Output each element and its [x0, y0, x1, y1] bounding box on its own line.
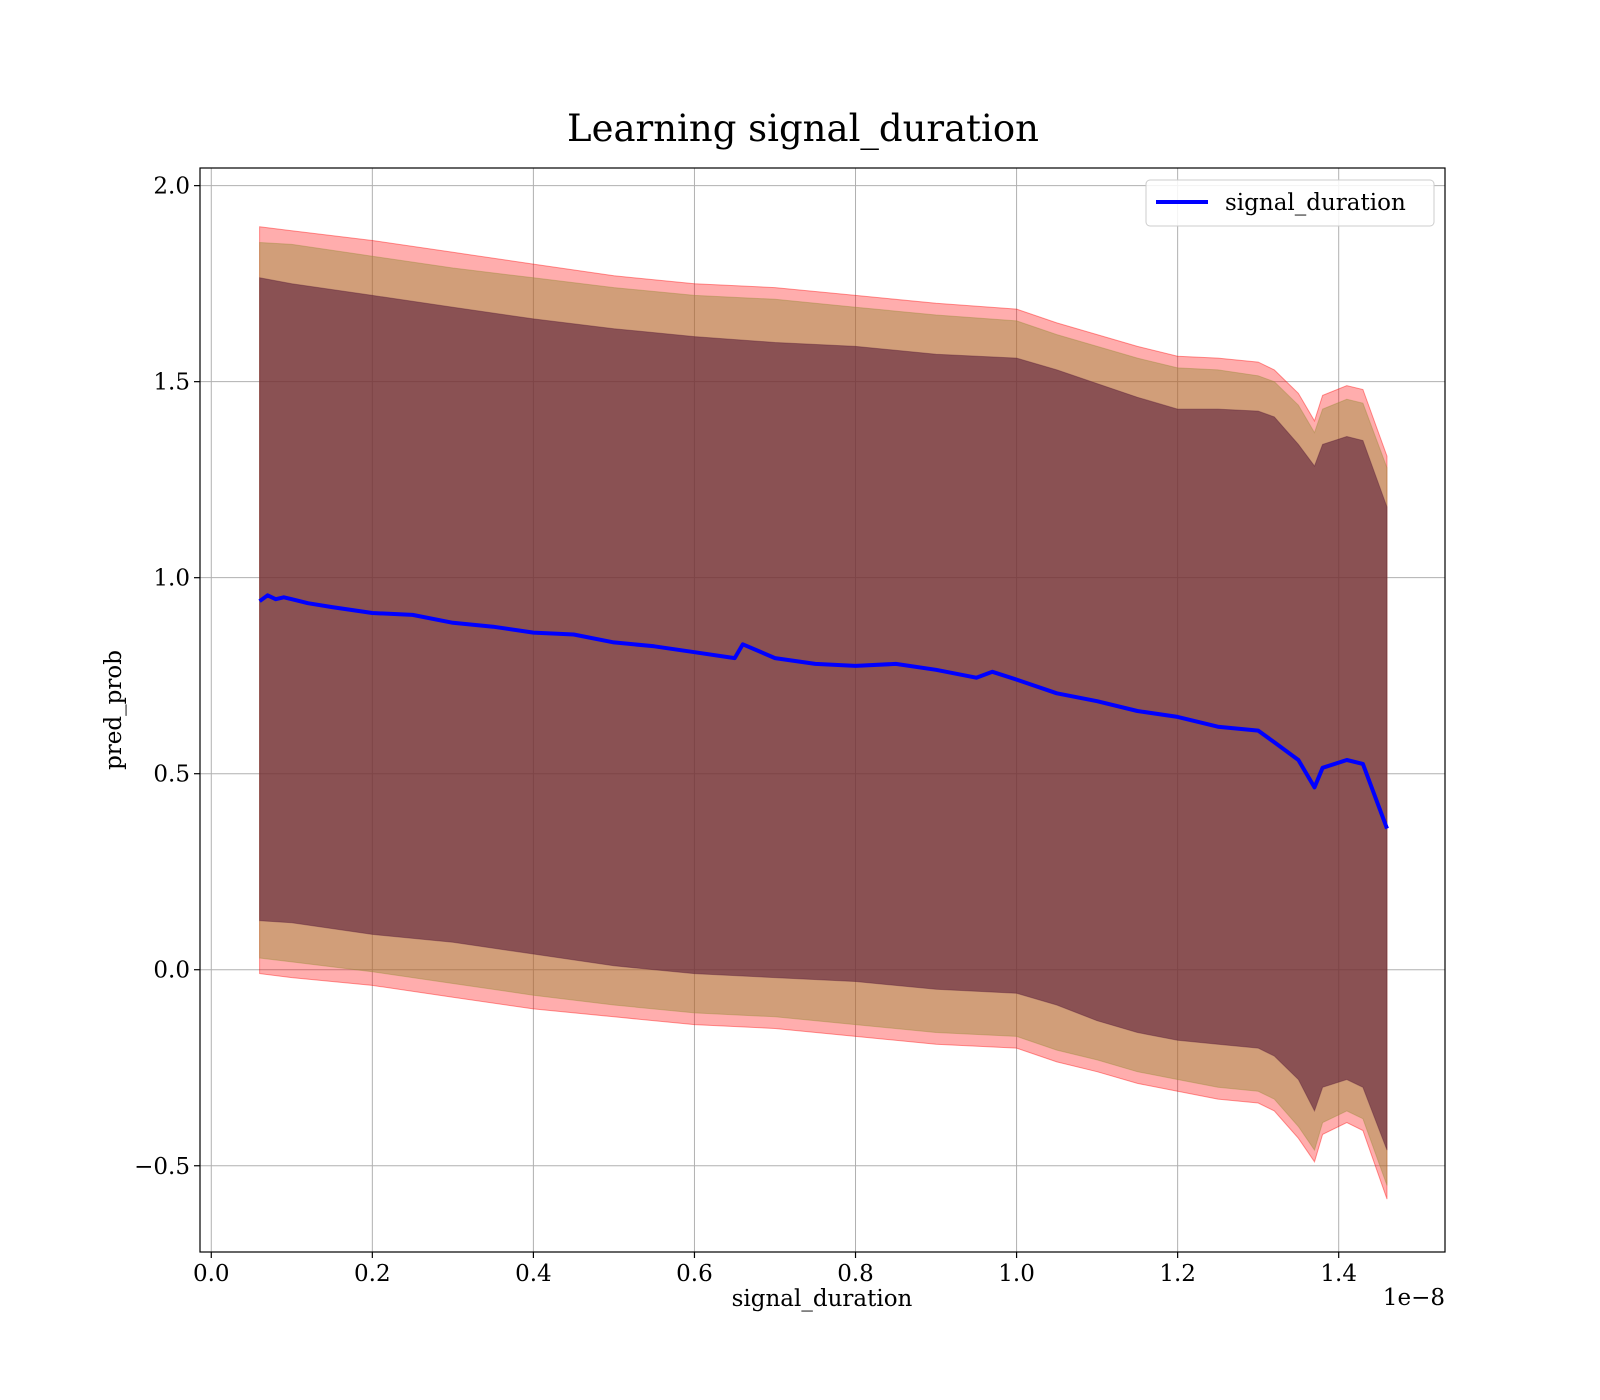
y-tick-label: 0.0: [153, 958, 190, 984]
y-tick-label: 0.5: [153, 762, 190, 788]
x-tick-label: 0.8: [837, 1261, 874, 1287]
legend-entry-label: signal_duration: [1225, 190, 1406, 216]
series-lines: [258, 593, 1389, 830]
plot-frame: [199, 167, 1446, 1253]
y-axis-ticks: −0.5 0.0 0.5 1.0 1.5 2.0: [134, 174, 200, 1180]
x-tick-label: 1.0: [998, 1261, 1035, 1287]
x-tick-label: 1.2: [1159, 1261, 1196, 1287]
x-axis-ticks: 0.0 0.2 0.4 0.6 0.8 1.0 1.2 1.4: [193, 1252, 1357, 1287]
legend: signal_duration: [1145, 179, 1435, 227]
x-tick-label: 0.6: [676, 1261, 713, 1287]
confidence-bands: [259, 226, 1388, 1200]
x-axis-label: signal_duration: [732, 1286, 913, 1312]
y-axis-label: pred_prob: [101, 650, 127, 770]
y-tick-label: 1.0: [153, 566, 190, 592]
band-inner: [259, 277, 1388, 1151]
x-tick-label: 0.0: [193, 1261, 230, 1287]
x-tick-label: 0.2: [354, 1261, 391, 1287]
y-tick-label: 2.0: [153, 174, 190, 200]
legend-box: [1145, 179, 1435, 227]
x-axis-offset-label: 1e−8: [1383, 1285, 1445, 1311]
x-tick-label: 1.4: [1320, 1261, 1357, 1287]
chart-title: Learning signal_duration: [567, 107, 1039, 151]
y-tick-label: 1.5: [153, 370, 190, 396]
y-tick-label: −0.5: [134, 1154, 190, 1180]
x-tick-label: 0.4: [515, 1261, 552, 1287]
series-line: [258, 593, 1389, 830]
